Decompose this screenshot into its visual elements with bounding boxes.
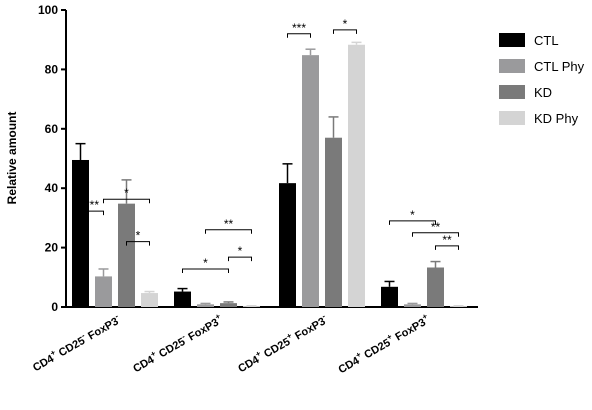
- significance-bracket: [412, 232, 459, 237]
- significance-label: *: [343, 17, 348, 31]
- category-labels: CD4+ CD25- FoxP3-CD4+ CD25- FoxP3+CD4+ C…: [30, 311, 432, 376]
- bars: [72, 44, 467, 308]
- category-label: CD4+ CD25+ FoxP3-: [235, 311, 331, 375]
- significance-label: ***: [85, 198, 99, 212]
- category-label: CD4+ CD25+ FoxP3+: [335, 311, 432, 376]
- category-label: CD4+ CD25- FoxP3+: [130, 311, 226, 375]
- bar: [302, 55, 319, 308]
- bar: [220, 303, 237, 307]
- y-tick-label: 20: [45, 241, 59, 255]
- bar: [427, 267, 444, 307]
- significance-bracket: [435, 245, 459, 250]
- bar: [174, 291, 191, 307]
- significance-bracket: [389, 220, 436, 225]
- significance-label: ***: [292, 21, 306, 35]
- significance-bracket: [228, 256, 252, 262]
- significance-bracket: [80, 210, 104, 216]
- error-bars: [75, 41, 464, 307]
- bar: [197, 304, 214, 307]
- significance-bracket: [287, 33, 311, 38]
- significance-bracket: [333, 29, 357, 34]
- significance-label: **: [431, 220, 441, 234]
- significance-bracket: [182, 268, 229, 273]
- legend-label: CTL: [534, 33, 559, 48]
- y-tick-label: 0: [51, 300, 58, 314]
- bar: [348, 44, 365, 308]
- significance-label: *: [203, 256, 208, 270]
- significance-label: **: [442, 233, 452, 247]
- legend-swatch: [499, 85, 525, 99]
- bar: [325, 137, 342, 307]
- bar: [141, 293, 158, 307]
- bar: [95, 276, 112, 307]
- legend-swatch: [499, 33, 525, 47]
- bar: [72, 159, 89, 307]
- legend-label: CTL Phy: [534, 59, 585, 74]
- bar: [381, 286, 398, 307]
- y-tick-label: 100: [38, 3, 58, 17]
- significance-label: **: [224, 217, 234, 231]
- bar: [279, 183, 296, 307]
- significance-label: *: [238, 244, 243, 258]
- significance-markers: ************ ******: [80, 17, 459, 273]
- legend-label: KD Phy: [534, 111, 579, 126]
- bar: [118, 203, 135, 307]
- significance-label: *: [410, 208, 415, 222]
- legend-swatch: [499, 111, 525, 125]
- bar: [404, 304, 421, 307]
- y-tick-label: 80: [45, 62, 59, 76]
- significance-bracket: [103, 198, 150, 204]
- legend-swatch: [499, 59, 525, 73]
- y-ticks: 0 20 40 60 80 100: [38, 3, 66, 314]
- category-label: CD4+ CD25- FoxP3-: [30, 311, 124, 374]
- y-tick-label: 40: [45, 181, 59, 195]
- significance-bracket: [126, 241, 150, 246]
- y-tick-label: 60: [45, 122, 59, 136]
- y-axis-title: Relative amount: [5, 112, 19, 205]
- significance-label: *: [124, 186, 129, 200]
- legend: CTL CTL Phy KD KD Phy: [499, 33, 585, 126]
- legend-label: KD: [534, 85, 552, 100]
- significance-label: *: [136, 229, 141, 243]
- significance-bracket: [205, 229, 252, 234]
